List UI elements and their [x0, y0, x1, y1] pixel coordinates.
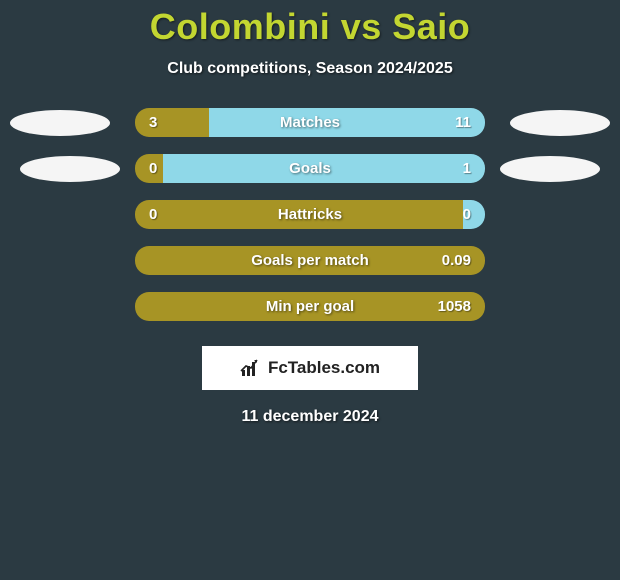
stat-row: 1058Min per goal [0, 290, 620, 336]
team-logo-left [10, 110, 110, 136]
date-text: 11 december 2024 [0, 408, 620, 426]
stat-value-left: 0 [135, 160, 157, 177]
stat-value-right: 0.09 [442, 252, 485, 269]
stat-bar-right-seg: 0.09 [135, 246, 485, 275]
stat-bar-left-seg: 0 [135, 200, 463, 229]
footer-brand-box: FcTables.com [202, 346, 418, 390]
team-logo-left [20, 156, 120, 182]
page-title: Colombini vs Saio [0, 0, 620, 48]
team-logo-right [510, 110, 610, 136]
stat-bar-left-seg: 3 [135, 108, 209, 137]
stat-bar: 3 11 [135, 108, 485, 137]
stat-value-left: 3 [135, 114, 157, 131]
stat-row: 01Goals [0, 152, 620, 198]
chart-icon [240, 358, 262, 378]
stat-value-right: 11 [455, 114, 485, 131]
subtitle: Club competitions, Season 2024/2025 [0, 60, 620, 78]
stat-value-right: 1 [463, 160, 485, 177]
stat-bar-right-seg: 11 [209, 108, 486, 137]
stat-bar-right-seg: 1 [163, 154, 485, 183]
stat-bar-right-seg: 1058 [135, 292, 485, 321]
stats-rows: 311Matches01Goals00Hattricks0.09Goals pe… [0, 106, 620, 336]
stat-bar: 01 [135, 154, 485, 183]
stat-value-right: 1058 [438, 298, 485, 315]
stat-row: 0.09Goals per match [0, 244, 620, 290]
team-logo-right [500, 156, 600, 182]
stat-row: 311Matches [0, 106, 620, 152]
stat-row: 00Hattricks [0, 198, 620, 244]
stat-bar: 00 [135, 200, 485, 229]
stat-value-right: 0 [463, 206, 485, 223]
stat-value-left: 0 [135, 206, 157, 223]
footer-brand-text: FcTables.com [268, 358, 380, 378]
stat-bar: 0.09 [135, 246, 485, 275]
stat-bar: 1058 [135, 292, 485, 321]
stat-bar-right-seg: 0 [463, 200, 485, 229]
stat-bar-left-seg: 0 [135, 154, 163, 183]
